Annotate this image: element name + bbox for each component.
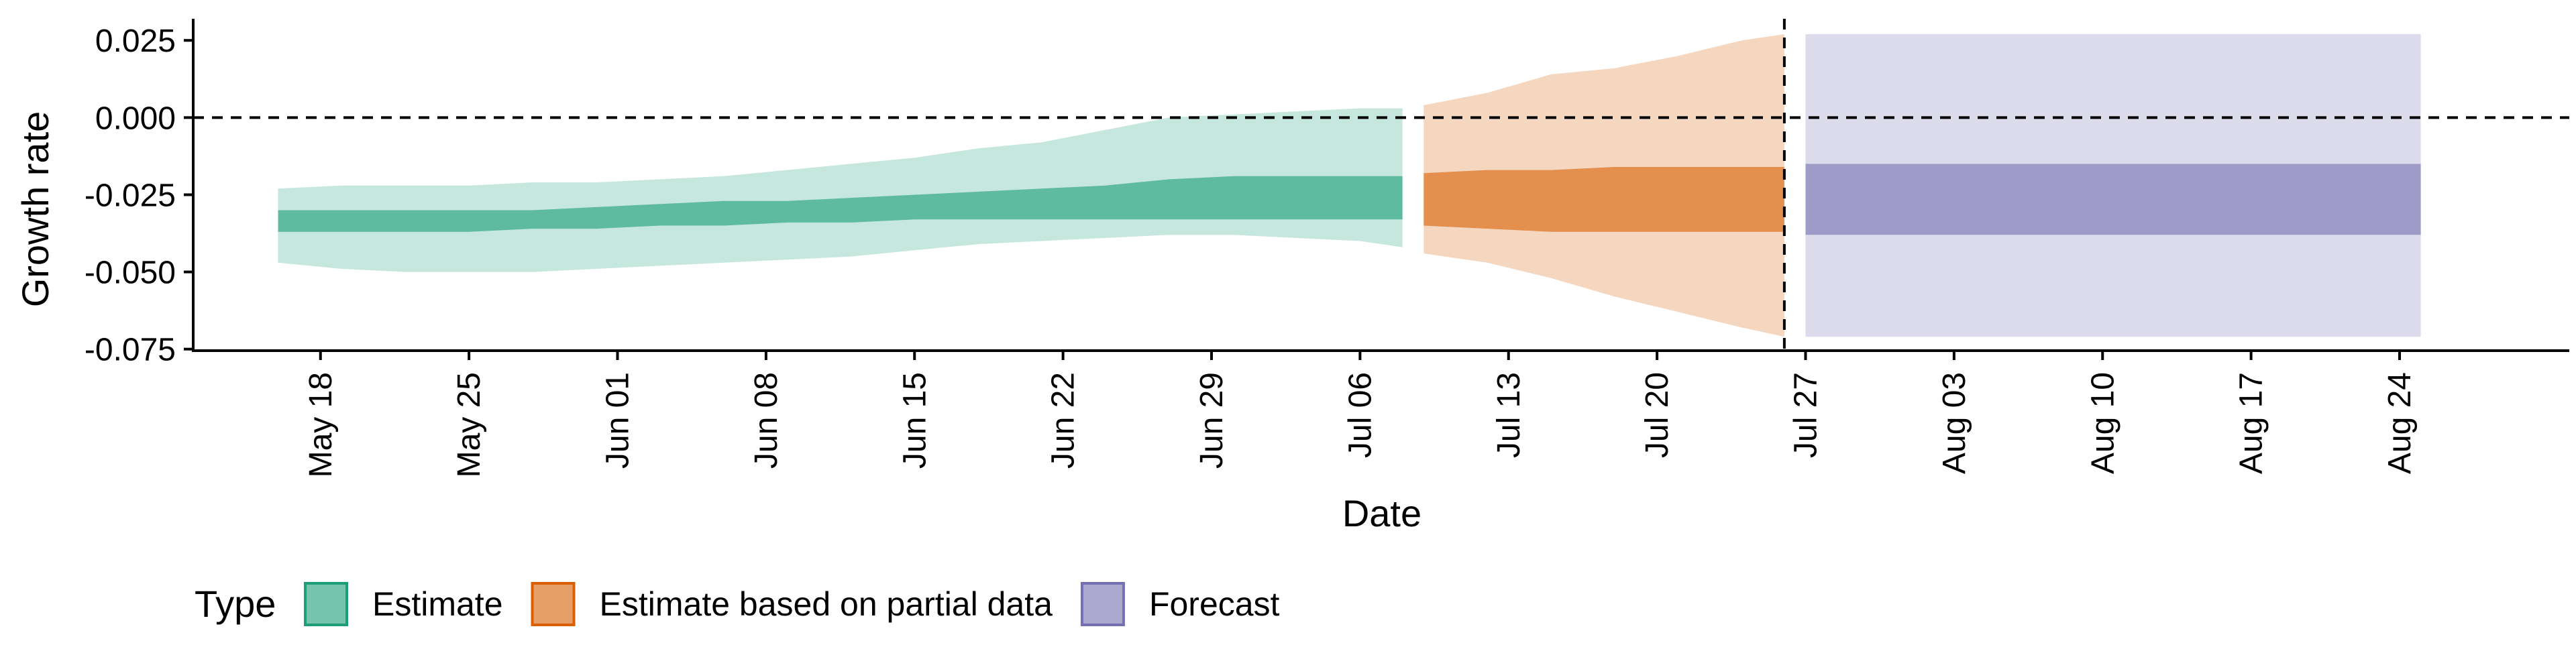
x-tick-label: May 25 <box>451 372 487 477</box>
y-tick-label: -0.075 <box>85 333 176 368</box>
x-axis-title: Date <box>1342 492 1421 534</box>
x-tick-label: Aug 10 <box>2085 372 2121 474</box>
x-tick-label: Aug 03 <box>1937 372 1972 474</box>
x-tick-label: May 18 <box>303 372 339 477</box>
x-tick-label: Jun 15 <box>897 372 932 469</box>
y-tick-label: 0.025 <box>95 23 176 59</box>
x-tick-label: Jul 13 <box>1491 372 1527 458</box>
estimate-50-band <box>278 176 1403 232</box>
x-tick-label: Jun 22 <box>1046 372 1081 469</box>
x-tick-label: Jul 06 <box>1342 372 1378 458</box>
legend-label-estimate: Estimate <box>372 585 503 623</box>
legend: Type Estimate Estimate based on partial d… <box>195 582 1280 626</box>
y-axis-title: Growth rate <box>14 111 56 308</box>
y-tick-label: 0.000 <box>95 101 176 136</box>
x-tick-label: Jun 08 <box>749 372 784 469</box>
legend-title: Type <box>195 583 276 625</box>
x-tick-label: Jun 29 <box>1194 372 1230 469</box>
legend-swatch-estimate <box>304 582 348 626</box>
legend-label-forecast: Forecast <box>1149 585 1280 623</box>
legend-swatch-estimate-based-on-partial-data <box>531 582 576 626</box>
x-tick-label: Jul 20 <box>1640 372 1675 458</box>
legend-label-estimate-based-on-partial-data: Estimate based on partial data <box>600 585 1053 623</box>
x-tick-label: Jul 27 <box>1788 372 1824 458</box>
y-tick-label: -0.025 <box>85 178 176 213</box>
y-tick-label: -0.050 <box>85 255 176 291</box>
x-tick-label: Jun 01 <box>600 372 636 469</box>
x-tick-label: Aug 24 <box>2382 372 2418 474</box>
forecast-50-band <box>1805 164 2421 235</box>
legend-swatch-forecast <box>1080 582 1125 626</box>
estimate-based-on-partial-data-50-band <box>1424 167 1784 232</box>
estimate-90-band <box>278 108 1403 272</box>
x-tick-label: Aug 17 <box>2234 372 2269 474</box>
